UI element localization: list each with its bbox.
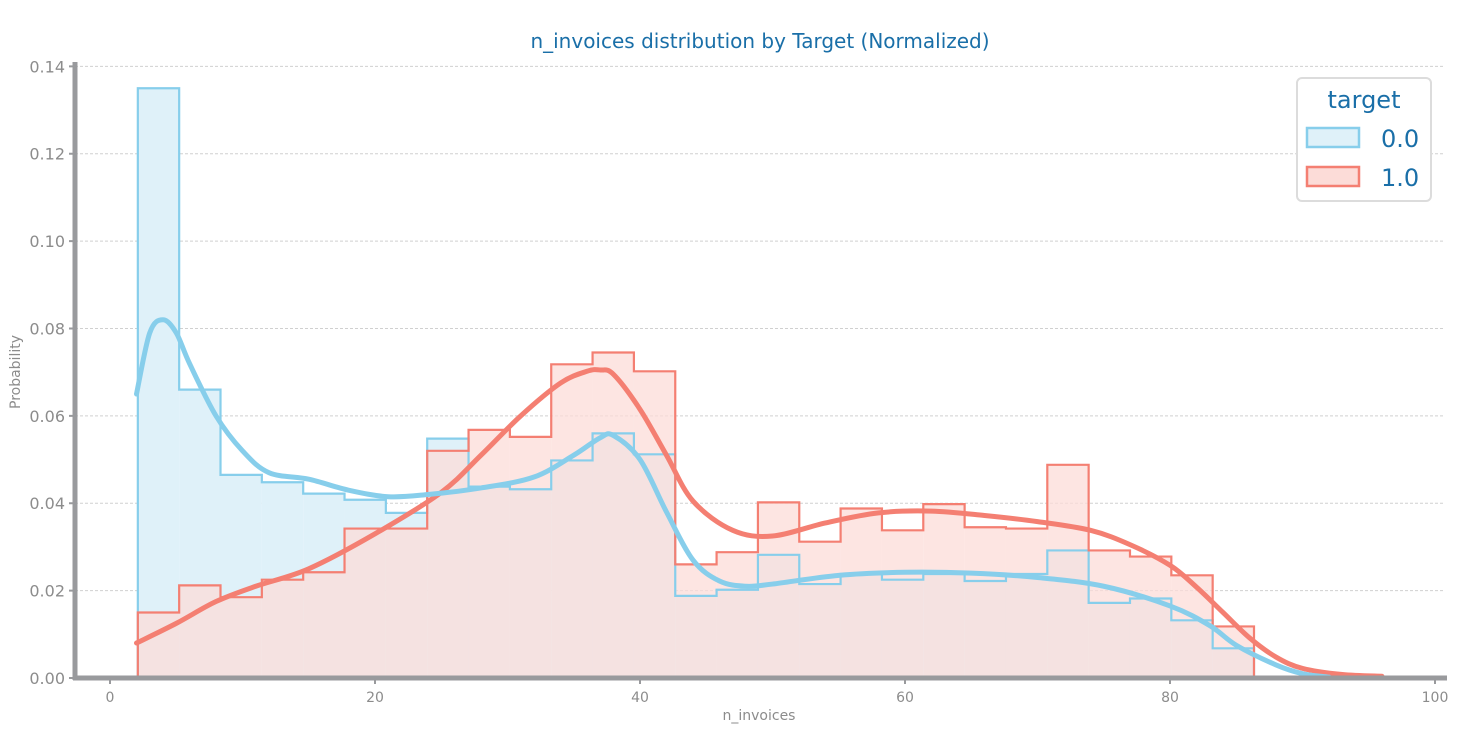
- histogram-bar: [137, 88, 180, 678]
- histogram-bar: [757, 502, 800, 678]
- x-tick-label: 100: [1422, 690, 1449, 706]
- kde-curve-1: [134, 367, 1385, 679]
- histogram-bar: [1088, 550, 1130, 678]
- kde-curve-0: [134, 317, 1332, 680]
- x-tick-label: 40: [631, 690, 649, 706]
- x-tick-label: 60: [896, 690, 914, 706]
- chart-title: n_invoices distribution by Target (Norma…: [530, 29, 989, 53]
- x-tick-label: 80: [1161, 690, 1179, 706]
- histogram-bar: [592, 352, 634, 678]
- kde-layer: [134, 317, 1385, 680]
- histogram-bar: [716, 552, 758, 678]
- y-tick-label: 0.04: [29, 494, 65, 513]
- histogram-outline-0: [136, 87, 1256, 678]
- histogram-bar: [881, 530, 924, 678]
- legend-swatch-0: [1305, 126, 1361, 149]
- histogram-bar: [1129, 556, 1172, 678]
- y-tick-label: 0.06: [29, 407, 65, 426]
- histogram-bar: [179, 585, 221, 678]
- histogram-bar: [261, 579, 304, 678]
- histogram-bar: [468, 429, 510, 678]
- histogram-bar: [1047, 464, 1089, 678]
- histogram-bar: [675, 564, 717, 678]
- y-tick-label: 0.12: [29, 145, 65, 164]
- legend-swatch-1: [1305, 165, 1361, 188]
- y-tick-label: 0.02: [29, 582, 65, 601]
- y-axis-label: Probability: [8, 335, 24, 409]
- histogram-bar: [551, 364, 593, 678]
- bars-layer: [136, 87, 1256, 678]
- y-tick-label: 0.08: [29, 319, 65, 338]
- histogram-bar: [303, 572, 345, 678]
- legend-label-0: 0.0: [1381, 125, 1419, 153]
- histogram-bar: [964, 527, 1006, 678]
- legend-label-1: 1.0: [1381, 164, 1419, 192]
- histogram-series-1: [137, 352, 1255, 678]
- histogram-bar: [220, 597, 262, 678]
- histogram-bar: [1005, 528, 1048, 678]
- histogram-bar: [840, 508, 882, 678]
- x-axis-label: n_invoices: [723, 708, 796, 724]
- histogram-bar: [1171, 575, 1213, 678]
- y-tick-label: 0.00: [29, 669, 65, 688]
- histogram-bar: [799, 541, 841, 678]
- x-tick-label: 20: [366, 690, 384, 706]
- legend: target 0.0 1.0: [1296, 77, 1432, 202]
- legend-title: target: [1328, 86, 1401, 114]
- histogram-bar: [923, 504, 965, 678]
- axes-layer: 0.00 0.02 0.04 0.06 0.08 0.10 0.12 0.14 0 20 40 60 8…: [29, 57, 1448, 706]
- histogram-bar: [344, 528, 386, 678]
- y-tick-label: 0.14: [29, 57, 65, 76]
- x-tick-label: 0: [106, 690, 115, 706]
- y-tick-label: 0.10: [29, 232, 65, 251]
- histogram-bar: [633, 371, 676, 678]
- histogram-bar: [385, 528, 428, 678]
